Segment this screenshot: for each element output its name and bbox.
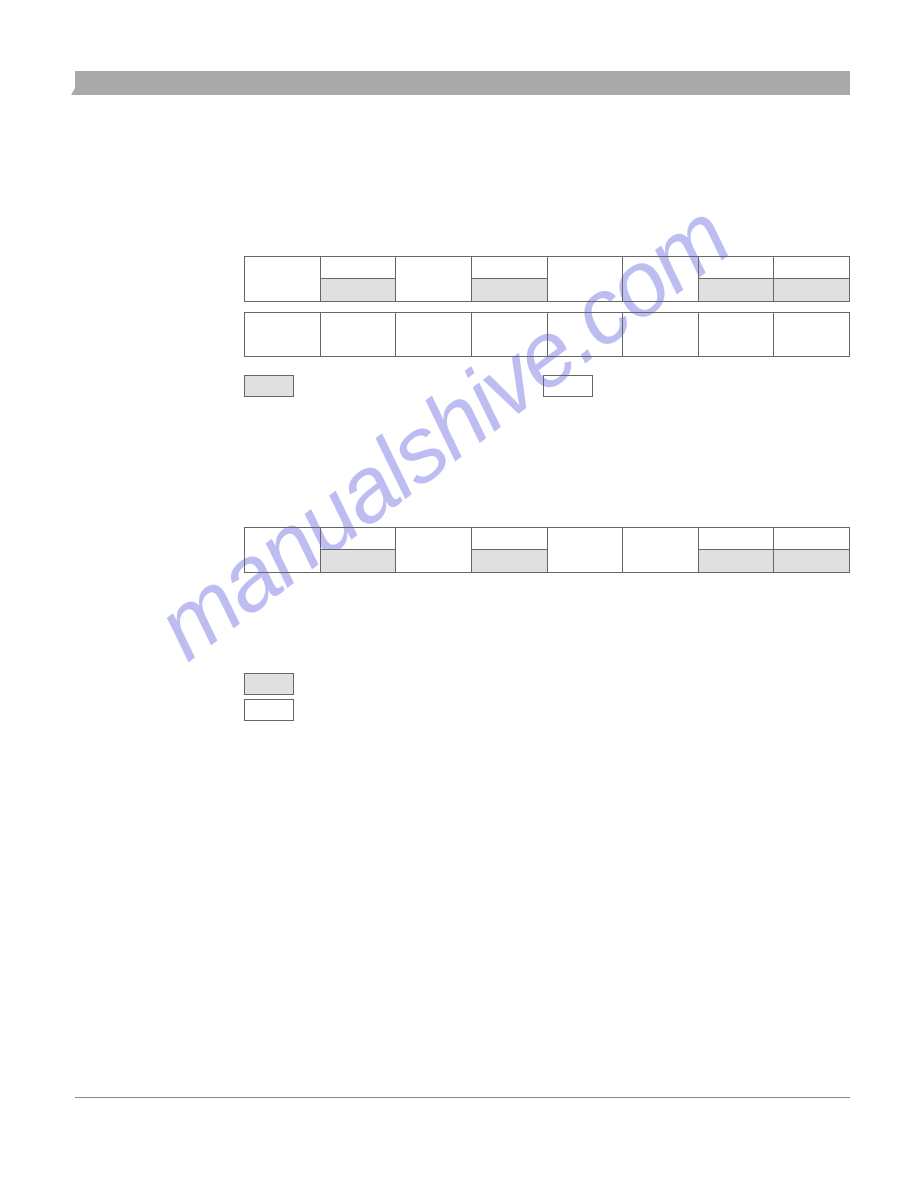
bit-cell xyxy=(623,528,699,573)
register-table-1 xyxy=(244,256,850,302)
bit-cell xyxy=(396,313,472,357)
bit-cell xyxy=(245,313,321,357)
bit-cell-top xyxy=(774,257,849,279)
legend-stack-2 xyxy=(244,673,850,721)
register-row xyxy=(245,257,850,302)
register-table-2 xyxy=(244,527,850,573)
bit-cell-bottom xyxy=(321,279,396,301)
bit-cell xyxy=(396,257,472,302)
bit-cell-bottom xyxy=(699,550,774,572)
legend-row-1 xyxy=(244,375,850,397)
header-bar xyxy=(75,71,850,95)
bit-cell-bottom xyxy=(472,550,547,572)
bit-cell-bottom xyxy=(472,279,547,301)
bit-cell xyxy=(774,257,850,302)
footer-rule xyxy=(75,1097,850,1098)
bit-cell-top xyxy=(774,528,849,550)
legend-clear-box xyxy=(543,375,593,397)
bit-cell-top xyxy=(699,257,774,279)
bit-cell-bottom xyxy=(321,550,396,572)
bit-cell-top xyxy=(321,528,396,550)
register-table-1b xyxy=(244,312,850,357)
bit-cell xyxy=(698,313,774,357)
bit-cell xyxy=(623,313,699,357)
bit-cell xyxy=(245,528,321,573)
bit-cell xyxy=(471,257,547,302)
bit-cell xyxy=(471,528,547,573)
bit-cell xyxy=(547,257,623,302)
bit-cell xyxy=(547,313,623,357)
bit-cell xyxy=(245,257,321,302)
bit-cell xyxy=(320,257,396,302)
legend-shaded-box xyxy=(244,673,294,695)
register-row xyxy=(245,313,850,357)
bit-cell xyxy=(774,313,850,357)
legend-shaded-box xyxy=(244,375,294,397)
bit-cell xyxy=(396,528,472,573)
bit-cell xyxy=(320,313,396,357)
bit-cell-top xyxy=(321,257,396,279)
bit-cell xyxy=(774,528,850,573)
bit-cell xyxy=(320,528,396,573)
bit-cell-top xyxy=(472,257,547,279)
bit-cell-bottom xyxy=(774,279,849,301)
bit-cell xyxy=(471,313,547,357)
bit-cell-top xyxy=(699,528,774,550)
bit-cell xyxy=(623,257,699,302)
legend-clear-box xyxy=(244,699,294,721)
bit-cell xyxy=(547,528,623,573)
register-row xyxy=(245,528,850,573)
page-content xyxy=(244,100,850,723)
bit-cell-bottom xyxy=(699,279,774,301)
register-block-1 xyxy=(244,256,850,397)
register-block-2 xyxy=(244,527,850,721)
bit-cell xyxy=(698,528,774,573)
bit-cell-top xyxy=(472,528,547,550)
bit-cell-bottom xyxy=(774,550,849,572)
bit-cell xyxy=(698,257,774,302)
